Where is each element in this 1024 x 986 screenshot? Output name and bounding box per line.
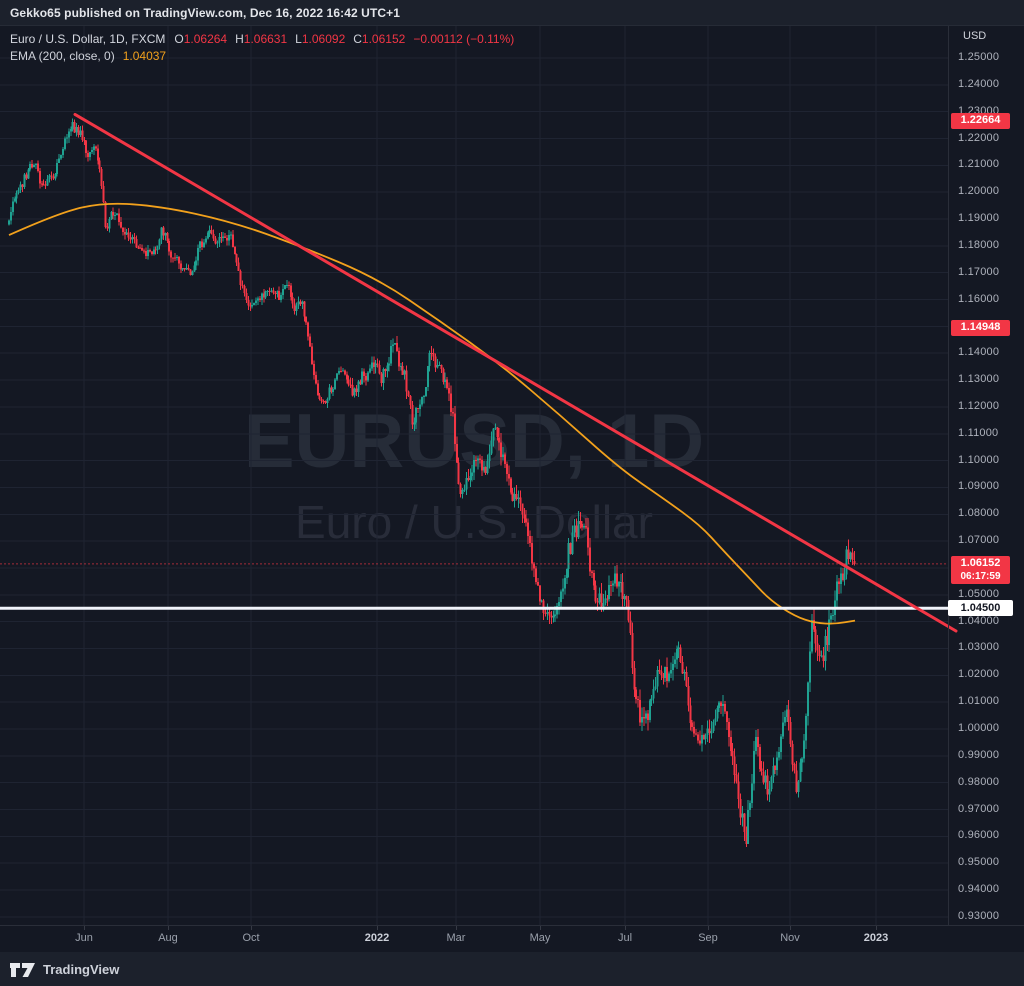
chart-legend: Euro / U.S. Dollar, 1D, FXCM O 1.06264 H… — [10, 32, 514, 66]
price-axis-divider — [948, 26, 949, 952]
price-axis-label: 1.14000 — [958, 346, 1000, 359]
time-axis-month-label: Mar — [446, 932, 466, 944]
price-level-tag: 1.22664 — [951, 112, 1010, 129]
price-axis[interactable]: USD 1.25000 1.24000 1.23000 1.22000 1.21000 1… — [948, 26, 1024, 925]
price-axis-label: 1.17000 — [958, 265, 1000, 278]
time-axis[interactable]: Jun Aug Oct 2022 Mar May Jul Sep Nov 2023 — [0, 925, 1024, 952]
low-label: L — [295, 32, 302, 46]
time-axis-month-label: Jul — [617, 932, 633, 944]
time-axis-month-label: May — [529, 932, 551, 944]
price-axis-label: 1.25000 — [958, 51, 1000, 63]
price-axis-label: 0.95000 — [958, 856, 1000, 869]
price-axis-label: 0.94000 — [958, 883, 1000, 896]
price-axis-label: 1.20000 — [958, 185, 1000, 198]
time-axis-month-label: Sep — [698, 932, 718, 944]
price-axis-label: 1.11000 — [958, 426, 999, 439]
time-axis-tick — [377, 926, 378, 930]
last-price-tag: 1.06152 06:17:59 — [951, 555, 1010, 585]
price-axis-label: 1.13000 — [958, 373, 1000, 386]
price-level-tag: 1.14948 — [951, 319, 1010, 336]
footer-bar: TradingView — [0, 952, 1024, 986]
time-axis-year-label: 2023 — [863, 932, 889, 944]
candle-series — [8, 118, 856, 847]
open-value: 1.06264 — [183, 32, 228, 46]
price-axis-label: 1.10000 — [958, 453, 1000, 466]
price-axis-label: 0.98000 — [958, 775, 1000, 788]
price-axis-label: 0.99000 — [958, 748, 1000, 761]
tradingview-brand-text[interactable]: TradingView — [43, 961, 120, 977]
close-value: 1.06152 — [361, 32, 406, 46]
trendline-drawing[interactable] — [73, 112, 958, 633]
price-axis-label: 1.24000 — [958, 77, 1000, 90]
price-axis-label: 1.04000 — [958, 614, 1000, 627]
low-value: 1.06092 — [301, 32, 346, 46]
publish-bar: Gekko65 published on TradingView.com, De… — [0, 0, 1024, 26]
price-axis-label: 1.07000 — [958, 534, 1000, 547]
time-axis-tick — [168, 926, 169, 930]
price-axis-label: 0.96000 — [958, 829, 1000, 842]
price-axis-label: 1.08000 — [958, 507, 1000, 520]
price-axis-label: 0.93000 — [958, 909, 1000, 922]
axis-currency-label: USD — [963, 30, 987, 42]
time-axis-year-label: 2022 — [364, 932, 390, 944]
time-axis-tick — [84, 926, 85, 930]
high-label: H — [235, 32, 244, 46]
time-axis-tick — [456, 926, 457, 930]
legend-indicator-row[interactable]: EMA (200, close, 0) 1.04037 — [10, 49, 514, 66]
price-axis-label: 1.02000 — [958, 668, 1000, 681]
price-axis-label: 0.97000 — [958, 802, 1000, 815]
grid-lines — [0, 26, 948, 925]
time-axis-month-label: Jun — [75, 932, 93, 944]
chart-pane[interactable]: EURUSD, 1D Euro / U.S. Dollar Euro / U.S… — [0, 26, 1024, 952]
price-axis-label: 1.18000 — [958, 238, 1000, 251]
open-label: O — [174, 32, 184, 46]
symbol-title: Euro / U.S. Dollar, 1D, FXCM — [10, 32, 166, 46]
time-axis-tick — [540, 926, 541, 930]
time-axis-month-label: Oct — [242, 932, 260, 944]
price-axis-label: 1.12000 — [958, 399, 1000, 412]
price-axis-label: 1.01000 — [958, 695, 1000, 708]
time-axis-tick — [708, 926, 709, 930]
price-axis-label: 1.16000 — [958, 292, 1000, 305]
price-axis-label: 1.03000 — [958, 641, 1000, 654]
price-axis-label: 1.22000 — [958, 131, 1000, 144]
price-level-tag: 1.04500 — [948, 600, 1013, 617]
price-axis-label: 1.21000 — [958, 158, 1000, 171]
time-axis-month-label: Nov — [780, 932, 800, 944]
price-axis-label: 1.19000 — [958, 212, 1000, 225]
time-axis-tick — [251, 926, 252, 930]
publish-text: Gekko65 published on TradingView.com, De… — [10, 5, 401, 20]
time-axis-tick — [790, 926, 791, 930]
price-axis-label: 1.05000 — [958, 587, 1000, 600]
ema-indicator-value: 1.04037 — [122, 49, 167, 63]
high-value: 1.06631 — [243, 32, 288, 46]
close-label: C — [353, 32, 362, 46]
tradingview-logo-icon[interactable] — [10, 960, 35, 979]
time-axis-month-label: Aug — [158, 932, 178, 944]
price-axis-label: 1.00000 — [958, 722, 1000, 734]
change-value: −0.00112 (−0.11%) — [413, 32, 515, 46]
legend-symbol-row[interactable]: Euro / U.S. Dollar, 1D, FXCM O 1.06264 H… — [10, 32, 514, 49]
ema-indicator-label: EMA (200, close, 0) — [10, 49, 115, 63]
ema-line[interactable] — [8, 202, 856, 625]
time-axis-tick — [876, 926, 877, 930]
price-axis-label: 1.09000 — [958, 480, 1000, 493]
time-axis-tick — [625, 926, 626, 930]
bar-countdown: 06:17:59 — [960, 570, 1001, 582]
